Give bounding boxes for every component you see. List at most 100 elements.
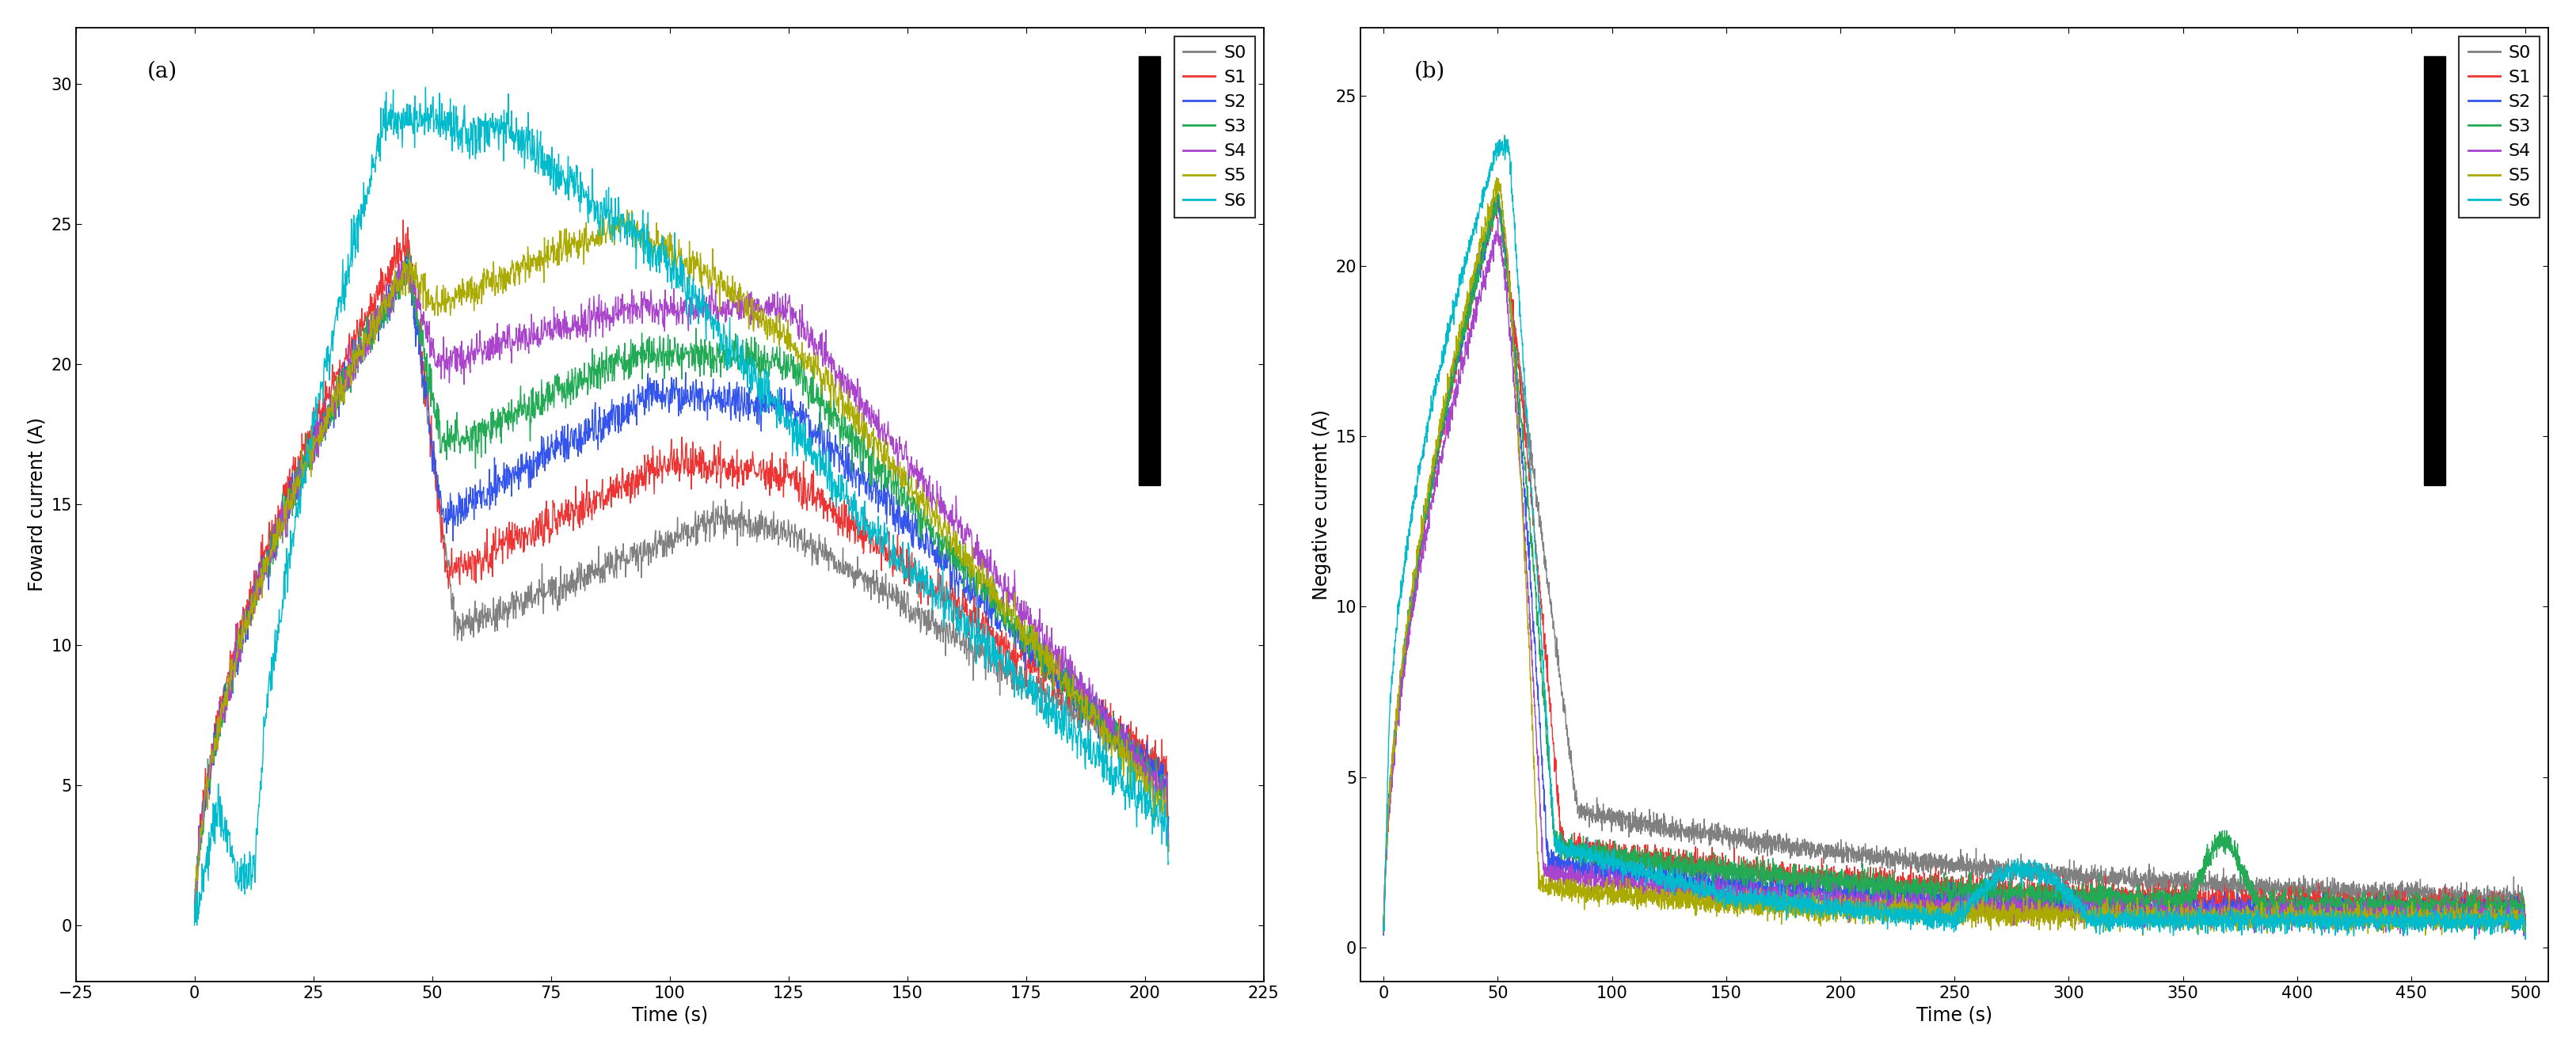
S4 bbox=[2308, 922, 2339, 934]
S2 bbox=[963, 589, 994, 602]
Line: S5: S5 bbox=[1383, 178, 2524, 939]
S4 bbox=[1092, 730, 1123, 743]
S6 bbox=[963, 621, 994, 633]
S2 bbox=[2112, 907, 2143, 919]
S0 bbox=[389, 270, 420, 283]
S2 bbox=[389, 276, 420, 288]
S2 bbox=[1577, 870, 1607, 883]
S4 bbox=[1577, 855, 1607, 868]
Line: S6: S6 bbox=[1383, 136, 2524, 939]
Line: S4: S4 bbox=[196, 261, 1170, 910]
S0 bbox=[1806, 847, 1837, 859]
S4 bbox=[389, 259, 420, 271]
S0 bbox=[2308, 883, 2339, 895]
S1 bbox=[1154, 845, 1185, 857]
S5 bbox=[1577, 893, 1607, 906]
S5 bbox=[505, 260, 536, 272]
S1 bbox=[963, 627, 994, 640]
S1 bbox=[2112, 891, 2143, 904]
S3 bbox=[1368, 910, 1399, 923]
S2 bbox=[1368, 917, 1399, 930]
S3 bbox=[392, 243, 422, 256]
S2 bbox=[757, 405, 788, 418]
S4 bbox=[2053, 907, 2084, 919]
S2 bbox=[1154, 810, 1185, 823]
S1 bbox=[2053, 885, 2084, 897]
X-axis label: Time (s): Time (s) bbox=[1917, 1006, 1994, 1025]
S1 bbox=[549, 514, 580, 527]
S6 bbox=[1092, 762, 1123, 774]
Bar bbox=[2424, 56, 2445, 485]
X-axis label: Time (s): Time (s) bbox=[631, 1006, 708, 1025]
Y-axis label: Negative current (A): Negative current (A) bbox=[1311, 409, 1332, 600]
S4 bbox=[505, 343, 536, 356]
S5 bbox=[1368, 926, 1399, 938]
S0 bbox=[1577, 805, 1607, 817]
S4 bbox=[757, 297, 788, 309]
Line: S3: S3 bbox=[1383, 193, 2524, 930]
S2 bbox=[180, 909, 211, 922]
S1 bbox=[2221, 904, 2251, 916]
S1 bbox=[180, 906, 211, 918]
S3 bbox=[549, 391, 580, 404]
S6 bbox=[2308, 904, 2339, 916]
S2 bbox=[549, 451, 580, 464]
S6 bbox=[389, 119, 420, 132]
S3 bbox=[2053, 897, 2084, 910]
Y-axis label: Foward current (A): Foward current (A) bbox=[28, 418, 46, 591]
Line: S5: S5 bbox=[196, 207, 1170, 914]
S3 bbox=[2509, 924, 2540, 936]
S6 bbox=[757, 394, 788, 407]
S2 bbox=[2509, 919, 2540, 932]
S5 bbox=[2509, 930, 2540, 943]
Line: S0: S0 bbox=[1383, 197, 2524, 924]
Text: (a): (a) bbox=[147, 61, 178, 82]
S0 bbox=[392, 255, 422, 267]
S1 bbox=[2509, 918, 2540, 931]
S0 bbox=[2221, 875, 2251, 888]
S1 bbox=[389, 228, 420, 241]
S4 bbox=[549, 330, 580, 343]
S3 bbox=[1481, 186, 1512, 199]
S4 bbox=[1806, 888, 1837, 901]
S0 bbox=[549, 578, 580, 590]
S2 bbox=[2221, 899, 2251, 912]
S3 bbox=[389, 280, 420, 292]
S1 bbox=[1095, 711, 1126, 724]
S4 bbox=[1481, 211, 1512, 224]
Text: (b): (b) bbox=[1414, 61, 1445, 82]
S6 bbox=[1489, 129, 1520, 142]
S6 bbox=[2509, 928, 2540, 940]
S3 bbox=[180, 915, 211, 928]
S0 bbox=[2112, 874, 2143, 887]
Line: S3: S3 bbox=[196, 249, 1170, 922]
S5 bbox=[1154, 845, 1185, 857]
S5 bbox=[180, 908, 211, 920]
S6 bbox=[2221, 914, 2251, 927]
S4 bbox=[1154, 842, 1185, 854]
S1 bbox=[2308, 892, 2339, 905]
S4 bbox=[963, 546, 994, 559]
S0 bbox=[505, 593, 536, 606]
S0 bbox=[2053, 864, 2084, 876]
S3 bbox=[1577, 851, 1607, 864]
S0 bbox=[757, 513, 788, 526]
Line: S6: S6 bbox=[196, 87, 1170, 926]
S1 bbox=[757, 446, 788, 459]
S6 bbox=[2112, 904, 2143, 916]
S5 bbox=[549, 239, 580, 251]
S3 bbox=[2221, 849, 2251, 862]
S4 bbox=[389, 255, 420, 267]
S3 bbox=[2112, 895, 2143, 908]
S3 bbox=[505, 380, 536, 392]
S2 bbox=[2308, 908, 2339, 920]
S6 bbox=[1806, 912, 1837, 925]
S2 bbox=[505, 476, 536, 488]
Legend: S0, S1, S2, S3, S4, S5, S6: S0, S1, S2, S3, S4, S5, S6 bbox=[1175, 36, 1255, 218]
Line: S1: S1 bbox=[1383, 186, 2524, 925]
S2 bbox=[392, 244, 422, 257]
S3 bbox=[963, 578, 994, 590]
S0 bbox=[2509, 912, 2540, 925]
S1 bbox=[1806, 870, 1837, 883]
Line: S4: S4 bbox=[1383, 218, 2524, 938]
